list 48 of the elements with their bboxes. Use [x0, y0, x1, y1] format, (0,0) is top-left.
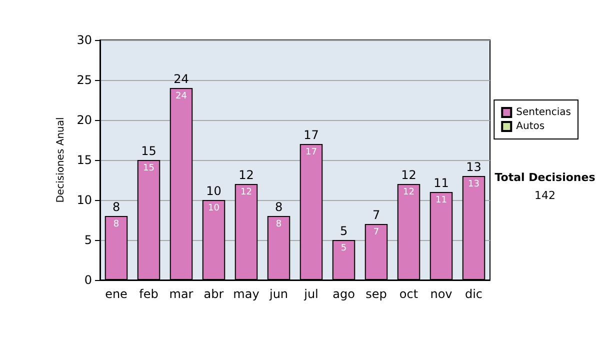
total-label: 13: [466, 160, 482, 174]
x-tick-label: ene: [105, 287, 128, 301]
total-label: 7: [372, 208, 380, 222]
y-tick-label: 10: [76, 193, 92, 207]
legend-label: Autos: [516, 121, 545, 132]
y-tick-label: 5: [84, 233, 92, 247]
x-tick-label: mar: [169, 287, 194, 301]
total-label: 10: [206, 184, 222, 198]
data-label: 5: [340, 244, 347, 254]
data-label: 13: [468, 180, 480, 190]
total-label: 15: [141, 144, 156, 158]
data-label: 12: [403, 188, 414, 198]
y-tick-label: 0: [84, 273, 92, 287]
data-label: 8: [276, 220, 282, 230]
x-tick-label: sep: [366, 287, 387, 301]
legend-label: Sentencias: [516, 107, 572, 118]
total-label: 5: [340, 224, 348, 238]
total-label: 12: [401, 168, 416, 182]
total-label: 11: [434, 176, 449, 190]
y-axis-title: Decisiones Anual: [55, 117, 66, 203]
x-tick-label: oct: [399, 287, 418, 301]
text: Total Decisiones: [494, 171, 596, 184]
total-label: 8: [274, 200, 283, 214]
data-label: 15: [143, 164, 154, 174]
data-label: 12: [240, 188, 252, 198]
data-label: 17: [306, 148, 317, 158]
data-label: 10: [208, 204, 220, 214]
total-label: 8: [112, 200, 120, 214]
data-label: 8: [113, 220, 120, 230]
x-tick-label: jul: [303, 287, 318, 301]
x-tick-label: feb: [139, 287, 158, 301]
data-label: 7: [373, 228, 380, 238]
x-tick-label: jun: [268, 287, 288, 301]
y-tick-label: 20: [76, 113, 92, 127]
y-tick-label: 25: [76, 73, 92, 87]
data-label: 24: [176, 92, 188, 102]
x-tick-label: abr: [204, 287, 224, 301]
x-tick-label: may: [233, 287, 260, 301]
total-label: 17: [304, 128, 319, 142]
y-tick-label: 15: [76, 153, 92, 167]
x-tick-label: nov: [430, 287, 452, 301]
total-label: 12: [238, 168, 254, 182]
x-tick-label: dic: [464, 287, 483, 301]
total-label: 24: [174, 72, 189, 86]
x-tick-label: ago: [332, 287, 355, 301]
text: 142: [534, 189, 556, 202]
y-tick-label: 30: [76, 33, 92, 47]
data-label: 11: [436, 196, 447, 206]
